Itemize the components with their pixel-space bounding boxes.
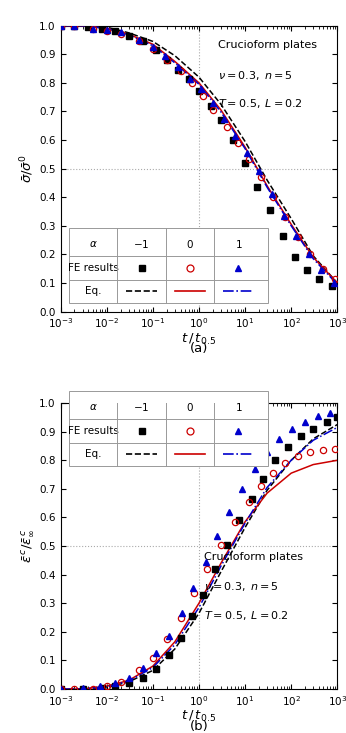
Text: Crucioform plates: Crucioform plates — [218, 40, 317, 50]
X-axis label: $t\,/\,t_{0.5}$: $t\,/\,t_{0.5}$ — [181, 709, 217, 724]
Text: FE results: FE results — [67, 426, 119, 436]
Text: $\alpha$: $\alpha$ — [89, 240, 98, 249]
Text: Eq.: Eq. — [85, 449, 101, 460]
Text: (a): (a) — [190, 342, 208, 356]
Text: $0$: $0$ — [186, 238, 194, 251]
Text: $-1$: $-1$ — [133, 402, 150, 413]
Text: $0$: $0$ — [186, 402, 194, 413]
Bar — [69, 229, 268, 303]
Y-axis label: $\bar{\varepsilon}^{\,c}/\bar{\varepsilon}^{\,c}_{\infty}$: $\bar{\varepsilon}^{\,c}/\bar{\varepsilo… — [21, 528, 36, 564]
X-axis label: $t\,/\,t_{0.5}$: $t\,/\,t_{0.5}$ — [181, 331, 217, 347]
Text: $\alpha$: $\alpha$ — [89, 402, 98, 413]
Text: Eq.: Eq. — [85, 287, 101, 296]
Text: $1$: $1$ — [235, 238, 242, 251]
Text: (b): (b) — [190, 720, 208, 733]
Bar — [69, 391, 268, 466]
Y-axis label: $\bar{\sigma}/\bar{\sigma}^{0}$: $\bar{\sigma}/\bar{\sigma}^{0}$ — [19, 155, 36, 183]
Text: $\nu = 0.3,\; n = 5$: $\nu = 0.3,\; n = 5$ — [204, 581, 280, 594]
Text: $-1$: $-1$ — [133, 238, 150, 251]
Text: $T = 0.5,\; L = 0.2$: $T = 0.5,\; L = 0.2$ — [218, 97, 303, 110]
Text: $1$: $1$ — [235, 402, 242, 413]
Text: Crucioform plates: Crucioform plates — [204, 552, 303, 561]
Text: FE results: FE results — [67, 263, 119, 273]
Text: $\nu = 0.3,\; n = 5$: $\nu = 0.3,\; n = 5$ — [218, 69, 293, 81]
Text: $T = 0.5,\; L = 0.2$: $T = 0.5,\; L = 0.2$ — [204, 609, 289, 622]
